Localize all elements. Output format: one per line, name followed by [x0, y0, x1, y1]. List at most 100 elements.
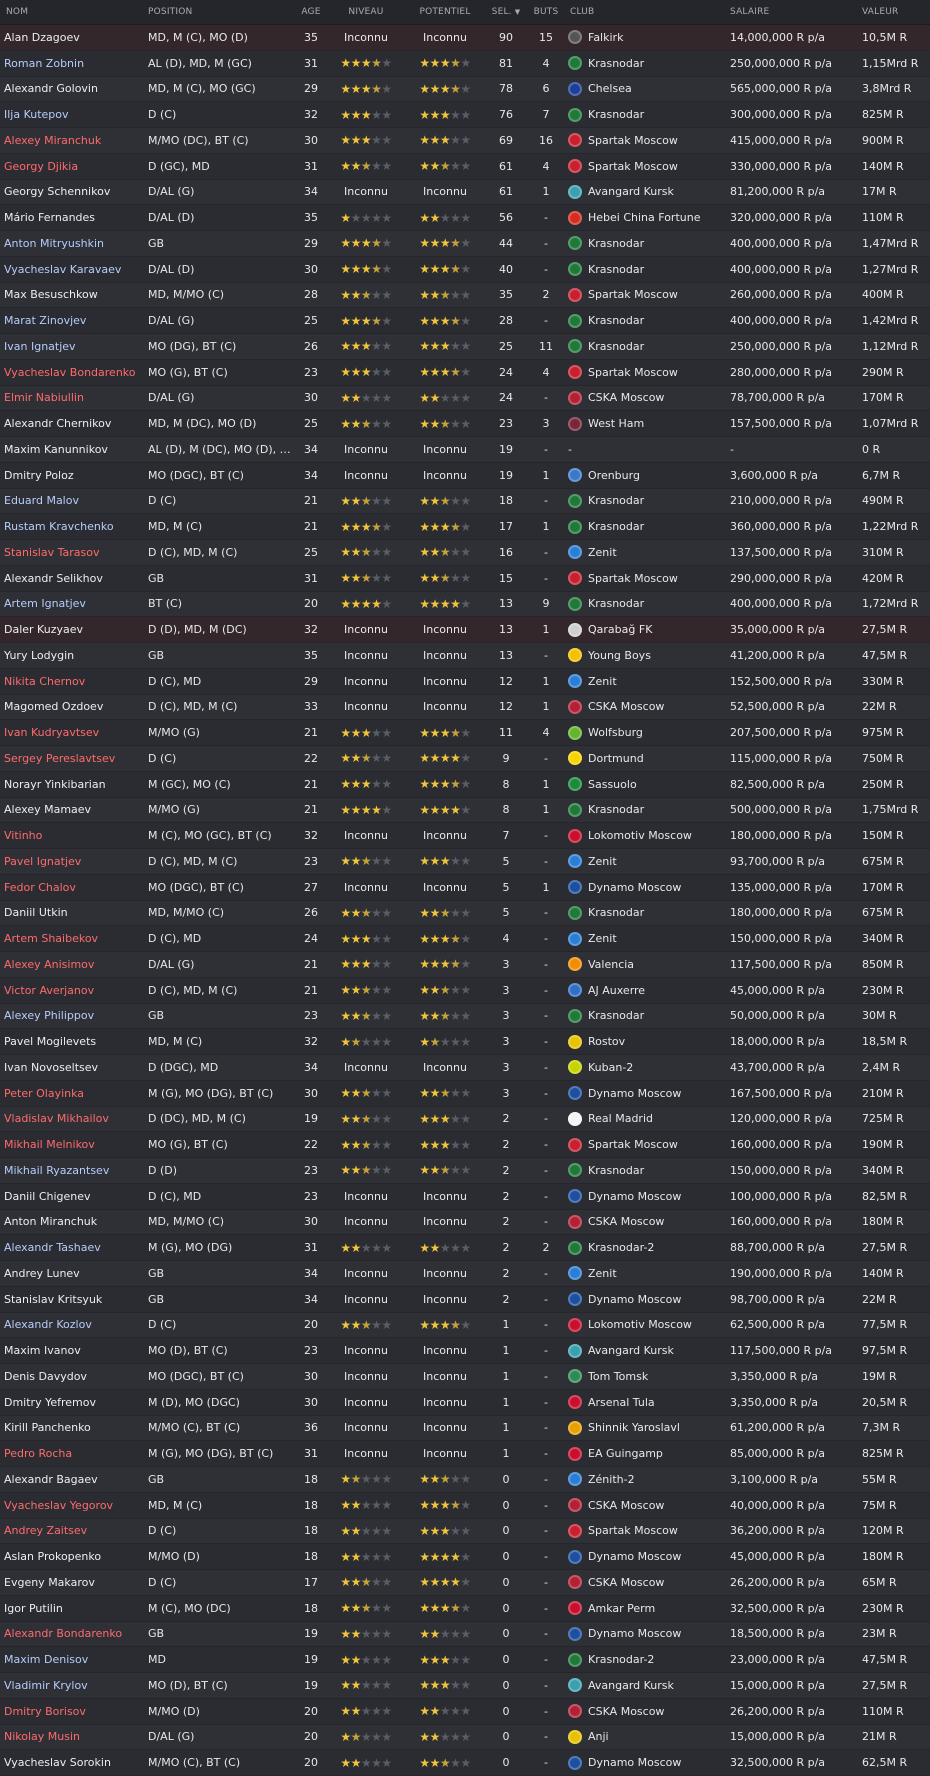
table-row[interactable]: Ivan Kudryavtsev M/MO (G) 21 ★★★★★ ★★★★★ 11 4 W…	[0, 720, 930, 746]
table-row[interactable]: Sergey Pereslavtsev D (C) 22 ★★★★★ ★★★★★ 9- Do…	[0, 746, 930, 772]
player-name[interactable]: Ivan Novoseltsev	[4, 1060, 99, 1074]
player-name[interactable]: Alexandr Bagaev	[4, 1472, 98, 1486]
player-club[interactable]: Rostov	[564, 1034, 730, 1049]
player-name[interactable]: Kirill Panchenko	[4, 1421, 91, 1435]
player-club[interactable]: Avangard Kursk	[564, 1678, 730, 1693]
table-row[interactable]: Marat Zinovjev D/AL (G) 25 ★★★★★ ★★★★★ 28- Kra…	[0, 308, 930, 334]
player-name[interactable]: Daniil Utkin	[4, 906, 68, 920]
player-name[interactable]: Pavel Ignatjev	[4, 854, 82, 868]
table-row[interactable]: Ivan Ignatjev MO (DG), BT (C) 26 ★★★★★ ★★★★★…	[0, 334, 930, 360]
player-club[interactable]: Arsenal Tula	[564, 1395, 730, 1410]
player-club[interactable]: -	[564, 443, 730, 456]
table-row[interactable]: Daniil Chigenev D (C), MD 23 Inconnu Inconnu…	[0, 1183, 930, 1210]
player-club[interactable]: Krasnodar-2	[564, 1652, 730, 1667]
player-club[interactable]: Kuban-2	[564, 1060, 730, 1075]
header-salary[interactable]: SALAIRE	[730, 7, 770, 17]
table-row[interactable]: Alexandr Tashaev M (G), MO (DG) 31 ★★★★★ ★★★…	[0, 1235, 930, 1261]
player-name[interactable]: Vyacheslav Bondarenko	[4, 365, 136, 379]
player-name[interactable]: Vladimir Krylov	[4, 1678, 88, 1692]
player-name[interactable]: Nikolay Musin	[4, 1730, 81, 1744]
table-row[interactable]: Alexandr Chernikov MD, M (DC), MO (D) 25 ★★…	[0, 411, 930, 437]
table-row[interactable]: Vladimir Krylov MO (D), BT (C) 19 ★★★★★ ★★★★…	[0, 1673, 930, 1699]
player-club[interactable]: CSKA Moscow	[564, 1575, 730, 1590]
player-name[interactable]: Norayr Yinkibarian	[4, 777, 106, 791]
table-row[interactable]: Nikolay Musin D/AL (G) 20 ★★★★★ ★★★★★ 0- Anji 1…	[0, 1724, 930, 1751]
player-club[interactable]: Krasnodar	[564, 107, 730, 122]
table-row[interactable]: Alexandr Selikhov GB 31 ★★★★★ ★★★★★ 15- Sparta…	[0, 565, 930, 592]
player-name[interactable]: Maxim Denisov	[4, 1653, 89, 1667]
player-name[interactable]: Anton Mitryushkin	[4, 236, 104, 250]
player-club[interactable]: Spartak Moscow	[564, 159, 730, 174]
table-row[interactable]: Alexandr Bondarenko GB 19 ★★★★★ ★★★★★ 0- Dynam…	[0, 1621, 930, 1648]
table-row[interactable]: Pavel Ignatjev D (C), MD, M (C) 23 ★★★★★ ★★★…	[0, 849, 930, 875]
player-club[interactable]: Krasnodar	[564, 519, 730, 534]
player-name[interactable]: Ivan Ignatjev	[4, 339, 76, 353]
player-club[interactable]: Lokomotiv Moscow	[564, 1317, 730, 1332]
player-club[interactable]: Avangard Kursk	[564, 184, 730, 199]
player-name[interactable]: Elmir Nabiullin	[4, 391, 84, 405]
table-row[interactable]: Igor Putilin M (C), MO (DC) 18 ★★★★★ ★★★★★ 0-…	[0, 1595, 930, 1622]
player-club[interactable]: Zénith-2	[564, 1472, 730, 1487]
header-value[interactable]: VALEUR	[862, 7, 899, 17]
table-row[interactable]: Mikhail Ryazantsev D (D) 23 ★★★★★ ★★★★★ 2- Kra…	[0, 1158, 930, 1184]
player-club[interactable]: West Ham	[564, 416, 730, 431]
player-name[interactable]: Marat Zinovjev	[4, 314, 87, 328]
player-name[interactable]: Max Besuschkow	[4, 288, 98, 302]
player-name[interactable]: Andrey Lunev	[4, 1266, 80, 1280]
player-club[interactable]: Krasnodar	[564, 802, 730, 817]
player-club[interactable]: Spartak Moscow	[564, 1523, 730, 1538]
table-row[interactable]: Artem Ignatjev BT (C) 20 ★★★★★ ★★★★★ 13 9 Krasn…	[0, 591, 930, 618]
player-name[interactable]: Evgeny Makarov	[4, 1575, 95, 1589]
table-row[interactable]: Vyacheslav Yegorov MD, M (C) 18 ★★★★★ ★★★★★ 0…	[0, 1492, 930, 1519]
player-club[interactable]: Krasnodar	[564, 596, 730, 611]
player-club[interactable]: CSKA Moscow	[564, 699, 730, 714]
player-name[interactable]: Alexey Anisimov	[4, 957, 95, 971]
player-club[interactable]: EA Guingamp	[564, 1446, 730, 1461]
player-club[interactable]: Dynamo Moscow	[564, 1755, 730, 1770]
player-club[interactable]: Valencia	[564, 957, 730, 972]
table-row[interactable]: Rustam Kravchenko MD, M (C) 21 ★★★★★ ★★★★★ 17…	[0, 514, 930, 540]
player-name[interactable]: Victor Averjanov	[4, 983, 95, 997]
player-name[interactable]: Mário Fernandes	[4, 211, 96, 225]
player-club[interactable]: Hebei China Fortune	[564, 210, 730, 225]
table-row[interactable]: Pedro Rocha M (G), MO (DG), BT (C) 31 Incon…	[0, 1441, 930, 1467]
player-club[interactable]: Tom Tomsk	[564, 1369, 730, 1384]
player-club[interactable]: Krasnodar	[564, 493, 730, 508]
player-name[interactable]: Alan Dzagoev	[4, 30, 80, 44]
table-row[interactable]: Kirill Panchenko M/MO (C), BT (C) 36 Inconn…	[0, 1415, 930, 1442]
table-row[interactable]: Fedor Chalov MO (DGC), BT (C) 27 Inconnu Inc…	[0, 874, 930, 901]
player-club[interactable]: Zenit	[564, 931, 730, 946]
player-club[interactable]: Avangard Kursk	[564, 1343, 730, 1358]
player-club[interactable]: Zenit	[564, 854, 730, 869]
table-row[interactable]: Alexey Mamaev M/MO (G) 21 ★★★★★ ★★★★★ 8 1 Krasn…	[0, 797, 930, 824]
player-name[interactable]: Vitinho	[4, 829, 43, 843]
player-club[interactable]: AJ Auxerre	[564, 983, 730, 998]
player-name[interactable]: Fedor Chalov	[4, 880, 76, 894]
player-club[interactable]: Krasnodar-2	[564, 1240, 730, 1255]
player-name[interactable]: Alexey Philippov	[4, 1009, 95, 1023]
player-club[interactable]: Krasnodar	[564, 1163, 730, 1178]
header-level[interactable]: NIVEAU	[348, 7, 384, 17]
player-name[interactable]: Vyacheslav Yegorov	[4, 1498, 114, 1512]
header-age[interactable]: ÂGE	[301, 7, 321, 17]
player-name[interactable]: Magomed Ozdoev	[4, 700, 104, 714]
player-club[interactable]: Krasnodar	[564, 1008, 730, 1023]
player-name[interactable]: Pavel Mogilevets	[4, 1035, 97, 1049]
table-row[interactable]: Daler Kuzyaev D (D), MD, M (DC) 32 Inconnu I…	[0, 617, 930, 643]
table-row[interactable]: Andrey Zaitsev D (C) 18 ★★★★★ ★★★★★ 0- Spartak…	[0, 1518, 930, 1545]
player-club[interactable]: Dynamo Moscow	[564, 1549, 730, 1564]
player-name[interactable]: Alexey Miranchuk	[4, 133, 102, 147]
header-name[interactable]: NOM	[6, 7, 29, 17]
player-name[interactable]: Dmitry Borisov	[4, 1704, 86, 1718]
player-club[interactable]: Zenit	[564, 674, 730, 689]
player-club[interactable]: CSKA Moscow	[564, 390, 730, 405]
player-club[interactable]: Dortmund	[564, 751, 730, 766]
player-club[interactable]: Sassuolo	[564, 777, 730, 792]
player-club[interactable]: Shinnik Yaroslavl	[564, 1420, 730, 1435]
table-row[interactable]: Mikhail Melnikov MO (G), BT (C) 22 ★★★★★ ★★★…	[0, 1132, 930, 1158]
player-name[interactable]: Nikita Chernov	[4, 674, 86, 688]
player-name[interactable]: Artem Ignatjev	[4, 597, 86, 611]
table-row[interactable]: Norayr Yinkibarian M (GC), MO (C) 21 ★★★★★ ★…	[0, 771, 930, 798]
player-name[interactable]: Alexandr Selikhov	[4, 571, 103, 585]
player-name[interactable]: Daniil Chigenev	[4, 1189, 91, 1203]
